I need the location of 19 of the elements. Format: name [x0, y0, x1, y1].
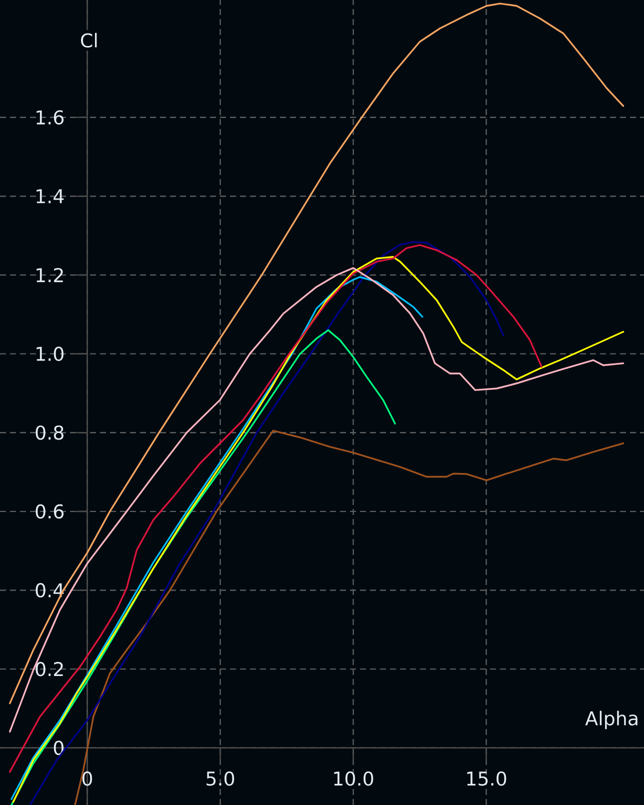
y-tick-label: 1.4 — [36, 189, 64, 204]
y-tick-label: 1.6 — [36, 110, 64, 125]
x-tick-label: 15.0 — [467, 771, 506, 786]
x-tick-label: 5.0 — [206, 771, 234, 786]
y-tick-label: 0.4 — [36, 583, 64, 598]
y-tick-label: 0.2 — [36, 662, 63, 676]
x-tick-label: 10.0 — [334, 771, 374, 786]
x-tick-label: 0 — [82, 771, 92, 786]
y-axis-title: Cl — [80, 32, 97, 48]
x-axis-title: Alpha — [585, 710, 638, 730]
line-series — [8, 2, 624, 704]
line-series — [10, 329, 396, 805]
line-series — [8, 244, 542, 773]
y-tick-label: 0.6 — [36, 504, 64, 519]
y-tick-label: 0 — [54, 740, 64, 756]
y-tick-label: 1.0 — [36, 346, 64, 362]
line-series — [29, 241, 504, 805]
y-tick-label: 1.2 — [36, 268, 63, 282]
y-tick-label: 0.8 — [36, 425, 64, 440]
